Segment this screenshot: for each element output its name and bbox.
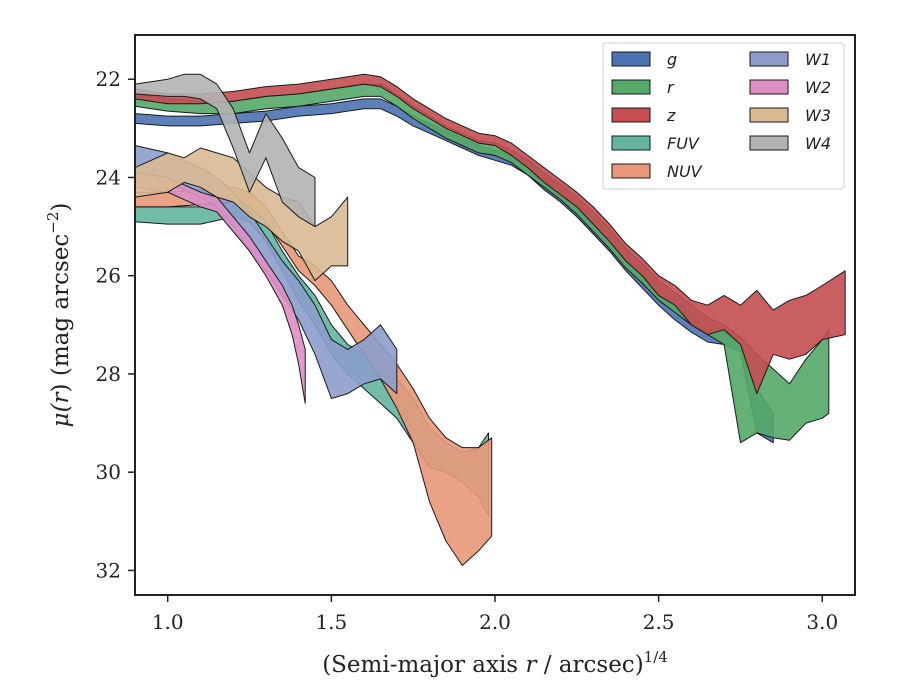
series-band-w3 — [134, 147, 349, 282]
y-tick-label: 22 — [96, 67, 121, 91]
legend-label-g: g — [667, 50, 677, 69]
x-tick-label: 2.0 — [479, 610, 511, 634]
legend-label-w3: W3 — [805, 106, 831, 125]
legend-label-r: r — [667, 78, 675, 97]
x-tick-label: 3.0 — [806, 610, 838, 634]
y-tick-label: 24 — [96, 165, 121, 189]
legend-swatch-w4 — [749, 135, 789, 151]
y-axis-label: μ(r) (mag arcsec−2) — [44, 203, 74, 428]
x-tick-label: 1.0 — [152, 610, 184, 634]
x-axis-ticks: 1.0 1.5 2.0 2.5 3.0 — [152, 595, 838, 634]
legend-swatch-g — [611, 51, 651, 67]
legend-swatch-w2 — [749, 79, 789, 95]
y-tick-label: 30 — [96, 460, 121, 484]
y-tick-label: 28 — [96, 362, 121, 386]
y-axis-ticks: 22 24 26 28 30 32 — [96, 67, 135, 582]
legend-swatch-w3 — [749, 107, 789, 123]
x-tick-label: 2.5 — [643, 610, 675, 634]
series-band-w2 — [134, 172, 306, 404]
y-tick-label: 26 — [96, 264, 121, 288]
legend-label-w2: W2 — [805, 78, 831, 97]
y-tick-label: 32 — [96, 558, 121, 582]
legend-label-fuv: FUV — [667, 134, 700, 153]
legend-swatch-fuv — [611, 135, 651, 151]
legend-label-w1: W1 — [805, 50, 831, 69]
x-axis-label: (Semi-major axis r / arcsec)1/4 — [322, 648, 668, 678]
legend-label-nuv: NUV — [667, 162, 703, 181]
legend-swatch-w1 — [749, 51, 789, 67]
legend-swatch-z — [611, 107, 651, 123]
legend-label-w4: W4 — [805, 134, 831, 153]
x-tick-label: 1.5 — [315, 610, 347, 634]
series-band-z — [134, 73, 846, 395]
series-band-w4 — [134, 73, 316, 228]
series-areas — [134, 73, 846, 566]
legend: grz FUV NUV W1 W2 W3 W4 — [602, 42, 845, 190]
legend-swatch-nuv — [611, 163, 651, 179]
legend-swatch-r — [611, 79, 651, 95]
legend-label-z: z — [666, 106, 676, 125]
